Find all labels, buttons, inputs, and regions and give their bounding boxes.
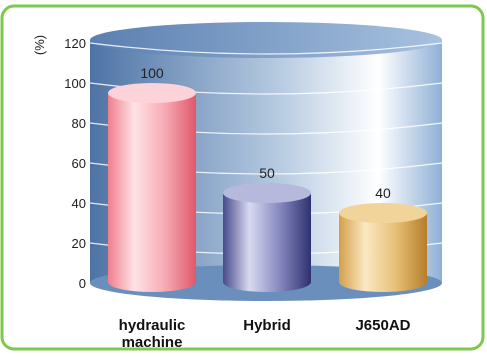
x-tick-label: hydraulic [119,317,186,334]
x-tick-label: J650AD [355,317,410,334]
y-tick-label: 40 [72,196,86,211]
y-tick-label: 100 [64,76,86,91]
y-axis: (%) 0 20 40 60 80 100 120 [32,35,86,291]
backdrop-top [90,22,442,58]
x-tick-label: Hybrid [243,317,291,334]
y-tick-label: 20 [72,236,86,251]
bar: 40 [339,185,427,292]
bar: 50 [223,165,311,292]
y-tick-label: 120 [64,36,86,51]
y-tick-label: 60 [72,156,86,171]
bar-top [223,183,311,203]
bar: 100 [108,65,196,292]
bar-value-label: 100 [140,65,164,81]
bar-top [108,83,196,103]
bar-body [108,93,196,292]
y-tick-label: 0 [79,276,86,291]
x-tick-label: machine [122,334,183,351]
gridline [89,42,443,55]
bar-body [339,213,427,292]
bar-body [223,193,311,292]
y-axis-unit-label: (%) [32,35,47,55]
bar-top [339,203,427,223]
bar-value-label: 50 [259,165,275,181]
bars: 100 50 40 [108,65,427,292]
bar-value-label: 40 [375,185,391,201]
y-tick-label: 80 [72,116,86,131]
